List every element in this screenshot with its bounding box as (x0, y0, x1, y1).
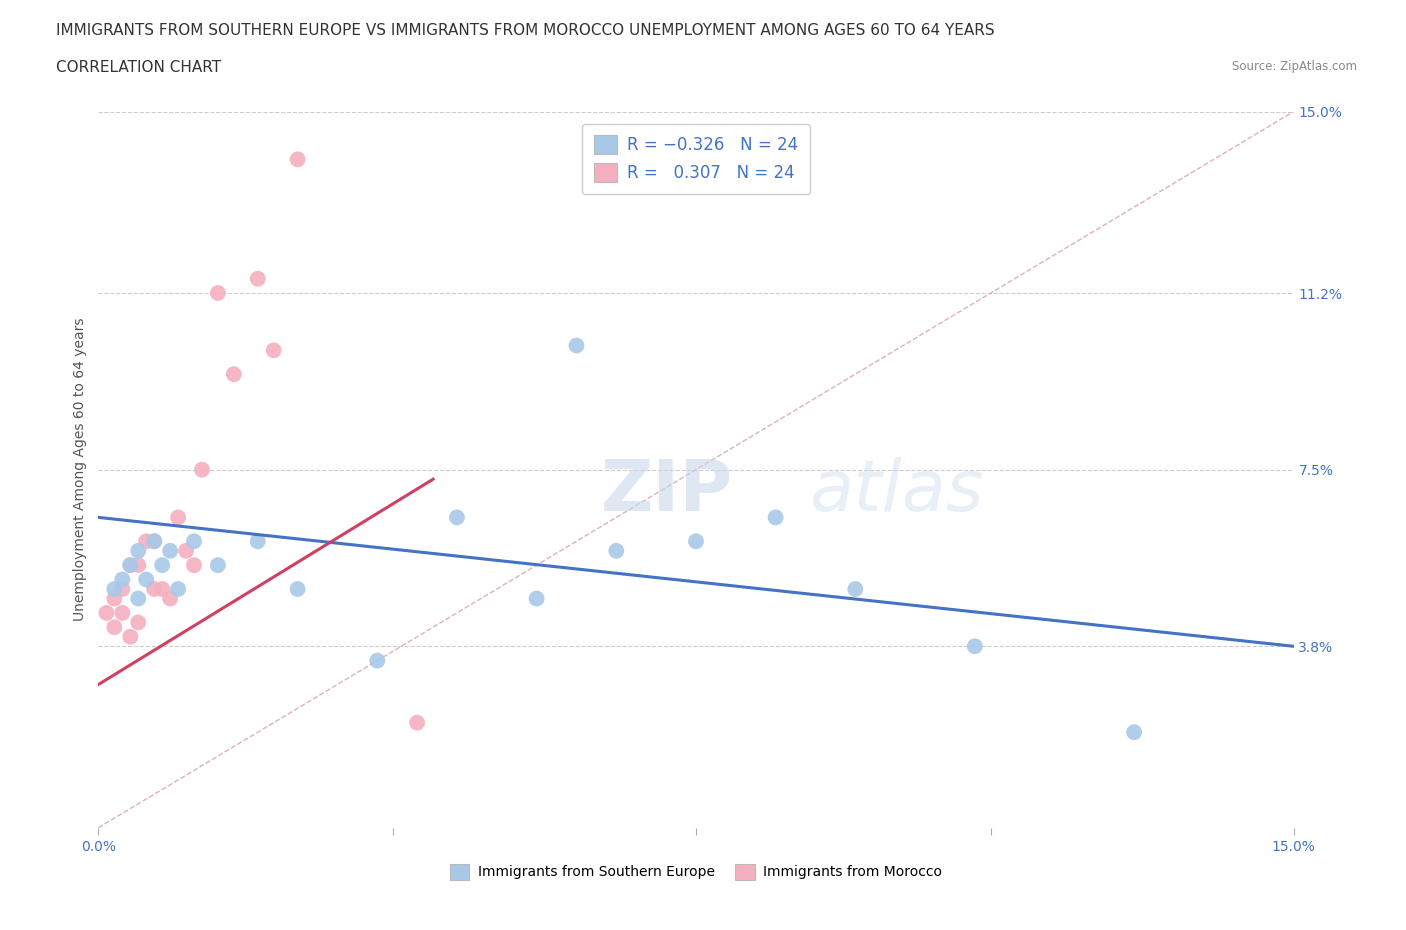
Point (143, 581, 166, 596)
Legend: Immigrants from Southern Europe, Immigrants from Morocco: Immigrants from Southern Europe, Immigra… (444, 858, 948, 885)
Point (135, 572, 157, 587)
Point (150, 558, 173, 573)
Point (263, 343, 285, 358)
Point (96, 605, 118, 620)
Point (183, 534, 205, 549)
Point (1123, 724, 1146, 739)
Point (526, 591, 548, 606)
Point (183, 558, 205, 573)
Point (565, 339, 588, 353)
Point (120, 558, 142, 573)
Point (135, 534, 157, 549)
Point (150, 581, 173, 596)
Point (167, 510, 190, 525)
Point (127, 591, 149, 606)
Point (844, 581, 866, 596)
Point (287, 152, 309, 166)
Point (120, 558, 142, 573)
Point (605, 543, 627, 558)
Point (159, 591, 181, 606)
Point (103, 619, 125, 634)
Point (191, 462, 214, 477)
Text: Source: ZipAtlas.com: Source: ZipAtlas.com (1232, 60, 1357, 73)
Point (366, 653, 388, 668)
Point (127, 543, 149, 558)
Point (287, 581, 309, 596)
Point (127, 615, 149, 630)
Point (207, 558, 229, 573)
Point (765, 510, 787, 525)
Point (103, 591, 125, 606)
Point (143, 534, 166, 549)
Y-axis label: Unemployment Among Ages 60 to 64 years: Unemployment Among Ages 60 to 64 years (73, 318, 87, 621)
Text: ZIP: ZIP (600, 457, 733, 525)
Point (174, 543, 197, 558)
Point (167, 581, 190, 596)
Point (120, 630, 142, 644)
Text: atlas: atlas (810, 457, 984, 525)
Point (406, 715, 429, 730)
Point (685, 534, 707, 549)
Point (446, 510, 468, 525)
Text: IMMIGRANTS FROM SOUTHERN EUROPE VS IMMIGRANTS FROM MOROCCO UNEMPLOYMENT AMONG AG: IMMIGRANTS FROM SOUTHERN EUROPE VS IMMIG… (56, 23, 995, 38)
Point (963, 639, 986, 654)
Point (246, 534, 269, 549)
Point (222, 366, 245, 381)
Point (111, 581, 134, 596)
Point (111, 605, 134, 620)
Point (207, 286, 229, 300)
Text: CORRELATION CHART: CORRELATION CHART (56, 60, 221, 75)
Point (127, 558, 149, 573)
Point (103, 581, 125, 596)
Point (159, 543, 181, 558)
Point (246, 272, 269, 286)
Point (143, 534, 166, 549)
Point (111, 572, 134, 587)
